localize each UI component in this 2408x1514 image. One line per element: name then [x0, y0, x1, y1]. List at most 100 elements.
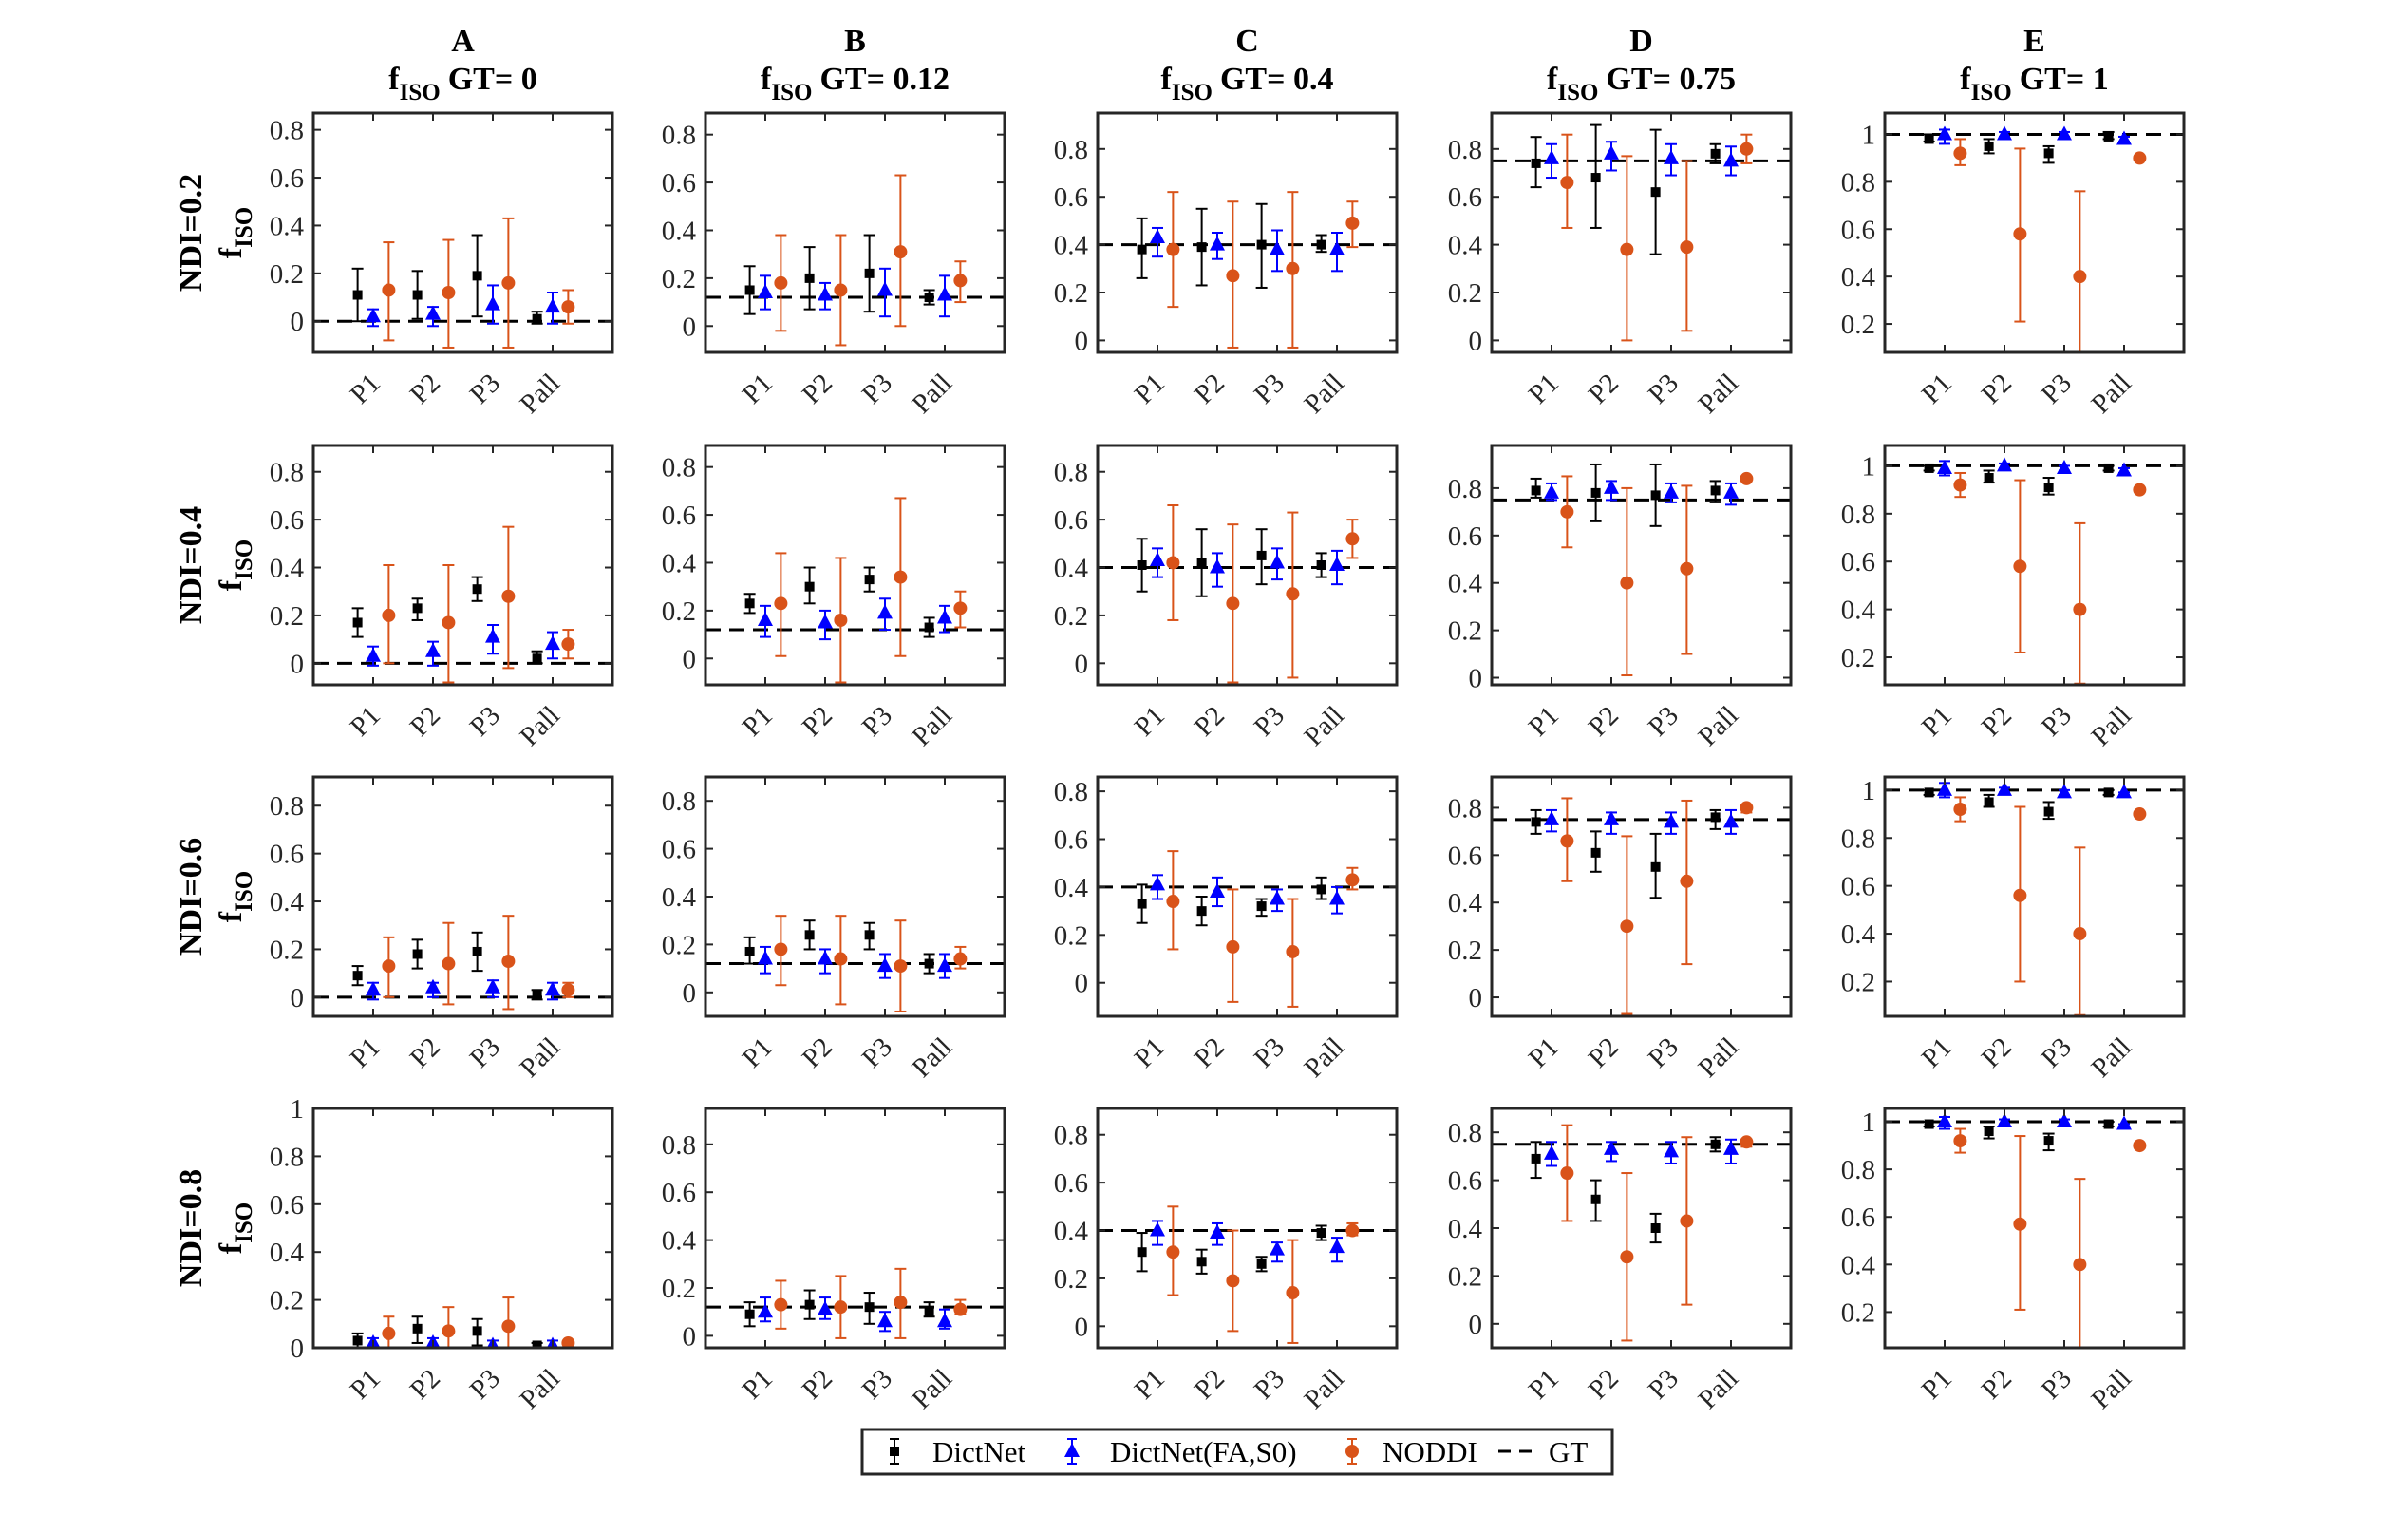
marker-dictnet: [1256, 550, 1267, 560]
plot-area: [1098, 850, 1397, 1008]
marker-dictnet: [412, 290, 423, 300]
series-noddi: [382, 525, 575, 684]
title-gt-value: GT= 0: [448, 62, 537, 97]
series-noddi: [1166, 504, 1360, 684]
series-dictnet-fa-s0: [1150, 874, 1345, 915]
y-tick-label: 0.4: [1448, 569, 1483, 599]
y-tick-label: 0.8: [1054, 777, 1088, 807]
title-subscript: ISO: [1557, 80, 1598, 105]
marker-dictnet: [1137, 899, 1147, 909]
series-dictnet-fa-s0: [758, 1296, 952, 1333]
marker-noddi: [953, 601, 968, 615]
marker-dictnet: [804, 930, 815, 940]
marker-dictnet: [1984, 797, 1994, 807]
marker-noddi: [894, 245, 908, 259]
title-variable: f: [1960, 62, 1971, 97]
series-dictnet-fa-s0: [366, 624, 560, 667]
marker-dictnet-fa-s0: [1329, 1239, 1345, 1254]
marker-dictnet: [1316, 560, 1326, 570]
marker-dictnet-fa-s0: [758, 284, 773, 298]
axes-box: [1883, 775, 2186, 1018]
title-variable: f: [1547, 62, 1558, 97]
marker-noddi: [1166, 556, 1180, 570]
column-title: fISO GT= 0: [388, 62, 536, 105]
marker-dictnet: [472, 946, 482, 956]
ylabel-variable: f: [214, 911, 249, 922]
series-dictnet: [1136, 1224, 1327, 1275]
y-tick-label: 0.2: [1448, 1261, 1482, 1292]
marker-dictnet-fa-s0: [1604, 479, 1619, 494]
marker-dictnet: [1650, 861, 1661, 872]
series-dictnet: [1923, 787, 2115, 821]
y-tick-label: 0.4: [662, 216, 697, 246]
marker-noddi: [1166, 1245, 1180, 1259]
title-gt-value: GT= 0.4: [1220, 62, 1334, 97]
y-tick-label: 0.8: [1841, 167, 1875, 198]
marker-dictnet: [1590, 487, 1601, 498]
series-dictnet: [743, 919, 935, 975]
y-tick-label: 0.2: [1054, 920, 1088, 951]
marker-noddi: [1560, 176, 1574, 190]
y-tick-label: 0.6: [270, 163, 304, 194]
y-tick-label: 0.2: [662, 264, 696, 294]
y-tick-label: 0.2: [270, 259, 304, 290]
y-tick-label: 0.4: [270, 554, 305, 584]
marker-dictnet-fa-s0: [485, 628, 500, 643]
axes-background: [313, 113, 612, 352]
marker-dictnet-fa-s0: [818, 950, 833, 965]
y-tick-label: 1: [1862, 1107, 1876, 1138]
y-tick-label: 0: [1469, 983, 1483, 1013]
marker-noddi: [1680, 561, 1694, 576]
title-variable: f: [1161, 62, 1173, 97]
row-ndi-label: NDI=0.8: [174, 1169, 209, 1287]
marker-dictnet: [1650, 490, 1661, 501]
series-dictnet-fa-s0: [1937, 781, 2132, 799]
axes-box: [1490, 775, 1793, 1018]
y-tick-label: 0.4: [1841, 262, 1876, 293]
y-tick-label: 0.4: [1054, 554, 1089, 584]
y-tick-label: 0.2: [662, 596, 696, 627]
panel-B1: 00.20.40.60.8P1 P2 P3 Pall: [662, 111, 1006, 420]
y-tick-label: 0.8: [1448, 793, 1482, 823]
axes-background: [705, 113, 1005, 352]
marker-noddi: [1286, 1286, 1300, 1300]
column-letter: C: [1235, 24, 1259, 59]
marker-noddi: [2073, 602, 2087, 616]
marker-dictnet: [1590, 1194, 1601, 1204]
plot-area: [313, 915, 612, 1011]
marker-dictnet: [1984, 473, 1994, 483]
marker-dictnet-fa-s0: [1604, 1140, 1619, 1155]
y-tick-label: 0.8: [1054, 135, 1088, 165]
y-tick-label: 0.6: [1054, 1168, 1088, 1199]
y-tick-label: 0.6: [1054, 825, 1088, 856]
legend-entry-dictnet-fa-s0: DictNet(FA,S0): [1064, 1435, 1297, 1468]
y-tick-label: 0.4: [1841, 919, 1876, 950]
marker-dictnet-fa-s0: [1723, 1140, 1739, 1155]
marker-noddi: [2133, 1139, 2147, 1153]
column-letter: B: [844, 24, 866, 59]
panel-D1: 00.20.40.60.8P1 P2 P3 Pall: [1448, 111, 1793, 420]
series-noddi: [382, 1296, 575, 1348]
title-subscript: ISO: [771, 80, 812, 105]
marker-dictnet: [1196, 558, 1207, 568]
series-dictnet: [1923, 463, 2115, 496]
marker-dictnet-fa-s0: [1937, 781, 1952, 796]
y-tick-label: 0.8: [1448, 1118, 1482, 1148]
marker-noddi: [561, 300, 575, 314]
marker-dictnet: [864, 575, 875, 585]
y-tick-label: 0.8: [270, 1142, 304, 1172]
row-label: NDI=0.8 fISO: [174, 1169, 257, 1287]
y-tick-label: 0.4: [1841, 1250, 1876, 1280]
marker-noddi: [1345, 216, 1360, 230]
marker-noddi: [501, 589, 516, 603]
axes-background: [1492, 445, 1791, 685]
marker-dictnet: [1984, 141, 1994, 151]
series-dictnet: [743, 566, 935, 638]
marker-dictnet: [924, 958, 934, 969]
marker-noddi: [561, 1335, 575, 1348]
marker-noddi: [382, 283, 396, 297]
y-axis-label: fISO: [214, 871, 257, 922]
axes-box: [1096, 444, 1399, 687]
row-label: NDI=0.4 fISO: [174, 506, 257, 624]
marker-dictnet-fa-s0: [2057, 1113, 2072, 1128]
